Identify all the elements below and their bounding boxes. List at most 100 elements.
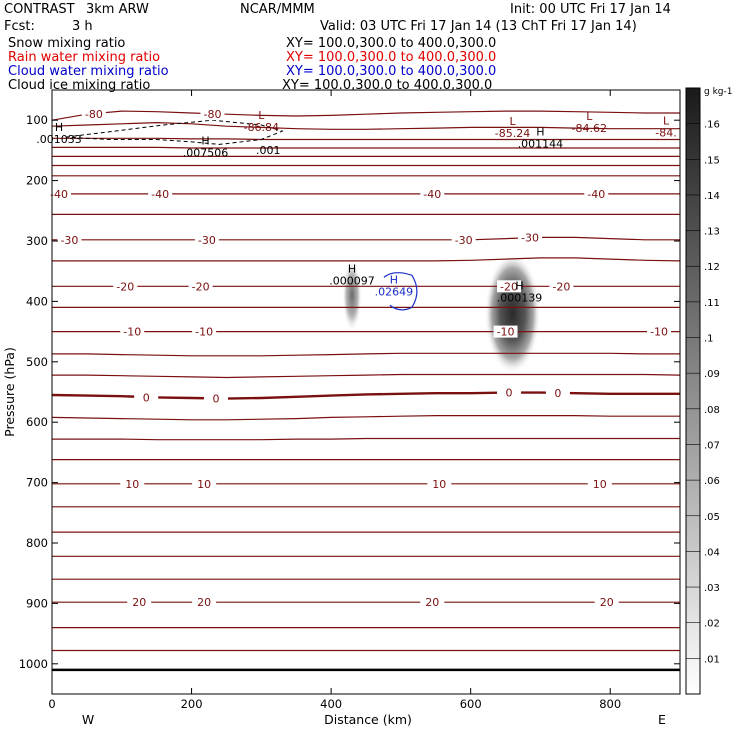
x-tick-label: 800 <box>599 697 621 711</box>
project-name: CONTRAST <box>4 2 75 17</box>
contour-label-bg <box>497 280 522 293</box>
extremum-value-2: -84.62 <box>572 122 607 135</box>
extremum-mark-4: H <box>55 121 63 134</box>
shading-blob-0 <box>342 259 362 332</box>
extremum-mark-1: L <box>509 115 516 128</box>
contour-label: 0 <box>143 391 150 404</box>
colorbar-label: .15 <box>704 155 720 166</box>
extremum-value-5: .007506 <box>183 146 229 159</box>
contour-label: 0 <box>554 387 561 400</box>
x-tick-label: 400 <box>320 697 342 711</box>
temperature-contour-10 <box>52 257 681 262</box>
contour-label-bg <box>420 596 445 609</box>
y-tick-label: 300 <box>26 234 48 248</box>
colorbar-label: .14 <box>704 191 720 202</box>
contour-label: 10 <box>125 478 139 491</box>
contour-label: -10 <box>497 326 515 339</box>
y-tick-label: 200 <box>26 174 48 188</box>
contour-label: -20 <box>500 280 518 293</box>
temperature-contour-0 <box>51 110 680 121</box>
contour-label: -10 <box>195 326 213 339</box>
temperature-contour-1 <box>51 121 680 130</box>
contour-label: 20 <box>197 596 211 609</box>
contour-label-bg <box>594 596 619 609</box>
contour-label-bg <box>493 325 518 338</box>
contour-label: -30 <box>60 234 78 247</box>
contour-label-bg <box>194 233 219 246</box>
y-tick-label: 1000 <box>19 657 48 671</box>
colorbar <box>685 87 701 695</box>
contour-label-bg <box>427 477 452 490</box>
contour-label: -40 <box>50 188 68 201</box>
x-tick-label: 600 <box>460 697 482 711</box>
contour-label-bg <box>188 280 213 293</box>
y-tick-label: 800 <box>26 536 48 550</box>
extremum-mark-0: L <box>258 109 265 122</box>
contour-label-bg <box>647 325 672 338</box>
contour-label: 10 <box>197 478 211 491</box>
contour-label-bg <box>192 477 217 490</box>
contour-label-bg <box>200 108 225 121</box>
contour-label: -30 <box>198 234 216 247</box>
contour-label: -20 <box>552 280 570 293</box>
temperature-contour-14 <box>52 352 680 357</box>
temperature-contour-3 <box>52 146 680 149</box>
contour-label: -80 <box>85 108 103 121</box>
contour-label-bg <box>451 233 476 246</box>
contour-label: 20 <box>425 596 439 609</box>
east-label: E <box>658 712 666 727</box>
extremum-value-9: .000139 <box>497 291 543 304</box>
x-tick-label: 0 <box>48 697 55 711</box>
contour-label: 0 <box>506 387 513 400</box>
contour-label: -10 <box>650 326 668 339</box>
contour-label-bg <box>120 325 145 338</box>
field-rain-name: Rain water mixing ratio <box>8 50 161 65</box>
colorbar-label: .02 <box>704 619 720 630</box>
contour-label-bg <box>549 280 574 293</box>
contour-label-bg <box>192 596 217 609</box>
y-tick-label: 600 <box>26 415 48 429</box>
contour-label: -20 <box>192 280 210 293</box>
colorbar-label: .13 <box>704 227 720 238</box>
contour-label: -30 <box>521 231 539 244</box>
extremum-value-1: -85.24 <box>495 127 530 140</box>
colorbar-label: .04 <box>704 547 720 558</box>
field-cloudwater-name: Cloud water mixing ratio <box>8 64 169 79</box>
contour-label: -40 <box>151 188 169 201</box>
contour-label-bg <box>192 325 217 338</box>
y-axis-label: Pressure (hPa) <box>2 347 17 437</box>
contour-label: 20 <box>132 596 146 609</box>
colorbar-label: .06 <box>704 476 720 487</box>
temperature-contour-9 <box>52 236 680 241</box>
contour-label-bg <box>517 231 542 244</box>
extremum-mark-3: L <box>663 114 670 127</box>
y-tick-label: 500 <box>26 355 48 369</box>
colorbar-label: .16 <box>704 120 720 131</box>
extremum-value-4: .001033 <box>36 133 82 146</box>
colorbar-label: .11 <box>704 298 720 309</box>
valid-time: Valid: 03 UTC Fri 17 Jan 14 (13 ChT Fri … <box>320 19 637 34</box>
contour-label: -10 <box>123 326 141 339</box>
colorbar-label: .1 <box>704 334 714 345</box>
contour-label-bg <box>120 477 145 490</box>
west-label: W <box>82 712 94 727</box>
contour-label-bg <box>127 596 152 609</box>
extremum-mark-8: H <box>348 262 356 275</box>
colorbar-label: .01 <box>704 654 720 665</box>
colorbar-label: .05 <box>704 512 720 523</box>
y-tick-label: 100 <box>26 113 48 127</box>
extremum-value-10: .02649 <box>375 285 414 298</box>
field-snow-xy: XY= 100.0,300.0 to 400.0,300.0 <box>286 36 497 51</box>
contour-label-bg <box>420 187 445 200</box>
x-axis-label: Distance (km) <box>324 712 412 727</box>
field-cloudice-xy: XY= 100.0,300.0 to 400.0,300.0 <box>282 78 493 93</box>
fcst-label: Fcst: <box>4 19 35 34</box>
extremum-value-6: .001 <box>256 144 281 157</box>
contour-label: -40 <box>587 188 605 201</box>
x-tick-label: 200 <box>181 697 203 711</box>
extremum-value-0: -86.84 <box>244 121 279 134</box>
colorbar-unit: g kg-1 <box>704 87 732 97</box>
colorbar-label: .12 <box>704 262 720 273</box>
colorbar-label: .07 <box>704 440 720 451</box>
